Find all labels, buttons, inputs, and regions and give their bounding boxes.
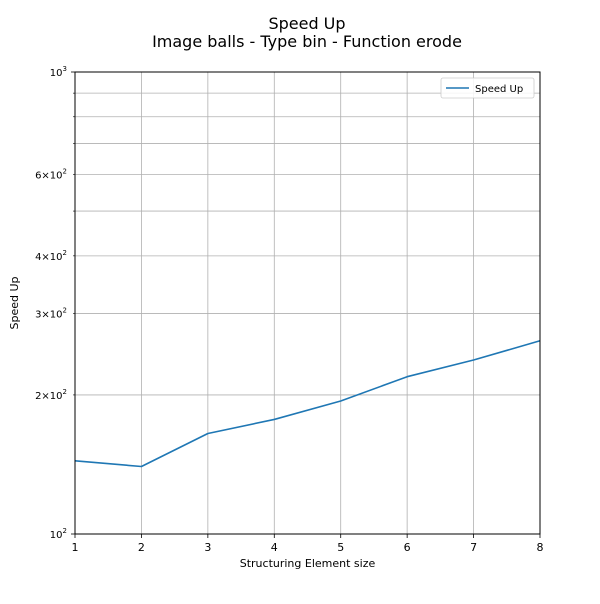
x-tick-label: 4: [271, 541, 278, 554]
x-axis-label: Structuring Element size: [240, 557, 376, 570]
series-layer: [74, 339, 541, 468]
x-tick-label: 1: [72, 541, 79, 554]
legend-box: [440, 77, 535, 99]
legend: Speed Up: [440, 77, 535, 99]
series-line: [74, 339, 541, 468]
y-axis-label: Speed Up: [8, 276, 21, 329]
y-tick-label: 102: [50, 527, 67, 541]
x-tick-label: 8: [537, 541, 544, 554]
ticks-layer: 1 2 3 4 5 6 7 8 102 103 2×102 3×102 4×102 6×102: [35, 65, 543, 554]
x-tick-label: 5: [337, 541, 344, 554]
y-tick-label: 2×102: [35, 388, 67, 402]
y-tick-label: 3×102: [35, 307, 67, 321]
x-tick-label: 3: [204, 541, 211, 554]
plot-frame: [74, 71, 541, 535]
x-tick-label: 7: [470, 541, 477, 554]
chart-title: Speed Up: [268, 14, 345, 33]
x-tick-label: 6: [404, 541, 411, 554]
chart-subtitle: Image balls - Type bin - Function erode: [152, 32, 462, 51]
y-tick-label: 103: [50, 65, 67, 79]
x-tick-label: 2: [138, 541, 145, 554]
legend-label: Speed Up: [475, 84, 523, 95]
y-tick-label: 4×102: [35, 249, 67, 263]
y-tick-label: 6×102: [35, 167, 67, 181]
